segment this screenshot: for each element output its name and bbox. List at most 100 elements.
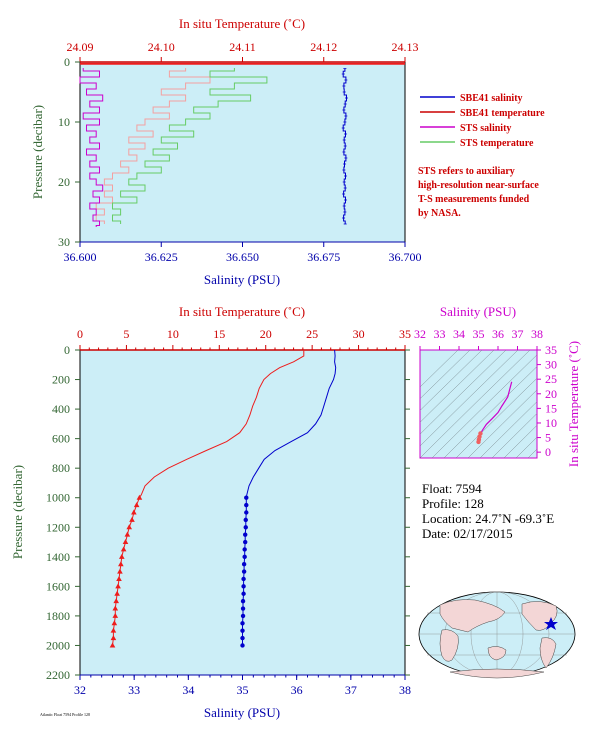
top-series-sts-temperature-pale xyxy=(95,68,211,224)
main-temperature-point xyxy=(120,546,127,552)
main-temp-tick-label: 0 xyxy=(77,327,83,341)
legend-label-sbe41-salinity: SBE41 salinity xyxy=(460,93,523,104)
main-salinity-point xyxy=(242,554,247,560)
ts-salinity-tick-label: 37 xyxy=(512,327,524,341)
main-pressure-tick-label: 1800 xyxy=(46,609,70,623)
main-salinity-point xyxy=(240,628,245,633)
main-temp-tick-label: 20 xyxy=(260,327,272,341)
ts-density-contour xyxy=(420,350,531,458)
main-temperature-point xyxy=(111,620,118,626)
continent-eurasia xyxy=(439,599,506,633)
main-salinity-point xyxy=(240,598,246,604)
top-panel: In situ Temperature (˚C) 24.09 24.10 24.11… xyxy=(30,16,422,287)
main-pressure-tick-label: 600 xyxy=(52,432,70,446)
main-temperature-point xyxy=(115,583,121,589)
main-temperature-point xyxy=(116,575,122,581)
ts-density-contour xyxy=(527,448,537,458)
ts-temp-tick-label: 10 xyxy=(545,416,557,430)
ts-salinity-tick-label: 33 xyxy=(434,327,446,341)
main-temperature-point xyxy=(114,590,120,596)
top-series-sts-salinity xyxy=(79,68,104,227)
main-salinity-point xyxy=(244,502,249,508)
ts-point xyxy=(478,431,483,436)
ts-salinity-tick-label: 34 xyxy=(453,327,465,341)
ts-salinity-tick-label: 36 xyxy=(492,327,504,341)
main-salinity-point xyxy=(241,562,247,567)
main-salinity-point xyxy=(241,591,246,596)
ts-salinity-tick-label: 35 xyxy=(473,327,485,341)
ts-temp-tick-label: 20 xyxy=(545,387,557,401)
main-temp-tick-label: 10 xyxy=(167,327,179,341)
ts-density-contour xyxy=(420,350,507,435)
main-temperature-point xyxy=(117,568,123,574)
ts-density-contour xyxy=(431,354,537,458)
top-salinity-tick-label: 36.675 xyxy=(307,250,340,264)
main-salinity-point xyxy=(240,606,246,611)
main-salinity-tick-label: 34 xyxy=(182,683,194,697)
main-pressure-tick-label: 0 xyxy=(64,343,70,357)
top-salinity-tick-label: 36.700 xyxy=(389,250,422,264)
top-plot-area xyxy=(79,61,406,243)
ts-density-contour xyxy=(420,350,495,423)
top-temp-tick-label: 24.12 xyxy=(310,40,337,54)
main-temperature-point xyxy=(110,635,117,641)
main-temperature-point xyxy=(129,516,135,522)
ts-salinity-tick-label: 38 xyxy=(531,327,543,341)
ts-density-contour xyxy=(503,424,537,458)
main-salinity-tick-label: 33 xyxy=(128,683,140,697)
map-continents xyxy=(439,599,558,679)
main-temp-tick-label: 15 xyxy=(213,327,225,341)
ts-density-contour xyxy=(443,366,537,458)
profile-info: Float: 7594 Profile: 128 Location: 24.7˚… xyxy=(422,481,554,541)
main-salinity-tick-label: 32 xyxy=(74,683,86,697)
profile-date: Date: 02/17/2015 xyxy=(422,526,513,541)
continent-antarctica xyxy=(449,668,545,679)
legend-label-sbe41-temperature: SBE41 temperature xyxy=(460,108,545,119)
top-temp-axis-label: In situ Temperature (˚C) xyxy=(179,16,305,31)
main-temperature-point xyxy=(118,553,125,559)
main-temperature-point xyxy=(112,605,119,611)
main-pressure-tick-label: 2000 xyxy=(46,638,70,652)
legend-label-sts-temperature: STS temperature xyxy=(460,138,534,149)
main-temperature-point xyxy=(109,642,116,648)
main-pressure-tick-label: 2200 xyxy=(46,668,70,682)
main-salinity-tick-label: 38 xyxy=(399,683,411,697)
footer-note: Atlantic Float 7594 Profile 128 xyxy=(40,712,90,717)
ts-temp-tick-label: 25 xyxy=(545,372,557,386)
main-temperature-point xyxy=(112,612,119,618)
main-temp-axis-label: In situ Temperature (˚C) xyxy=(179,304,305,319)
main-pressure-tick-label: 400 xyxy=(52,402,70,416)
main-salinity-tick-label: 35 xyxy=(237,683,249,697)
ts-temp-tick-label: 35 xyxy=(545,343,557,357)
main-temp-tick-label: 5 xyxy=(123,327,129,341)
main-series-salinity xyxy=(242,349,337,646)
profile-number: Profile: 128 xyxy=(422,496,484,511)
top-salinity-tick-label: 36.600 xyxy=(64,250,97,264)
ts-density-contour xyxy=(491,413,537,458)
main-salinity-point xyxy=(242,547,247,552)
main-series-temperature xyxy=(112,350,305,646)
main-temperature-point xyxy=(110,627,117,633)
continent-south-america xyxy=(539,637,557,669)
ts-density-contour xyxy=(479,401,537,458)
top-pressure-tick-label: 20 xyxy=(58,175,70,189)
main-temp-tick-label: 30 xyxy=(353,327,365,341)
main-pressure-tick-label: 1400 xyxy=(46,550,70,564)
top-pressure-axis-label: Pressure (decibar) xyxy=(30,105,45,199)
main-temp-tick-label: 35 xyxy=(399,327,411,341)
ts-temp-tick-label: 30 xyxy=(545,358,557,372)
float-location-marker xyxy=(544,617,558,630)
sts-note-line-2: high-resolution near-surface xyxy=(418,180,539,191)
top-pressure-tick-label: 0 xyxy=(64,55,70,69)
main-pressure-tick-label: 1600 xyxy=(46,579,70,593)
continent-africa xyxy=(439,629,459,662)
main-salinity-axis-label: Salinity (PSU) xyxy=(204,705,280,720)
ts-density-contour xyxy=(467,389,537,458)
top-temp-tick-label: 24.13 xyxy=(392,40,419,54)
ts-salinity-axis-label: Salinity (PSU) xyxy=(440,304,516,319)
legend-label-sts-salinity: STS salinity xyxy=(460,123,511,134)
main-pressure-tick-label: 800 xyxy=(52,461,70,475)
ts-temp-tick-label: 15 xyxy=(545,401,557,415)
top-temp-tick-label: 24.09 xyxy=(67,40,94,54)
main-salinity-point xyxy=(243,539,248,545)
